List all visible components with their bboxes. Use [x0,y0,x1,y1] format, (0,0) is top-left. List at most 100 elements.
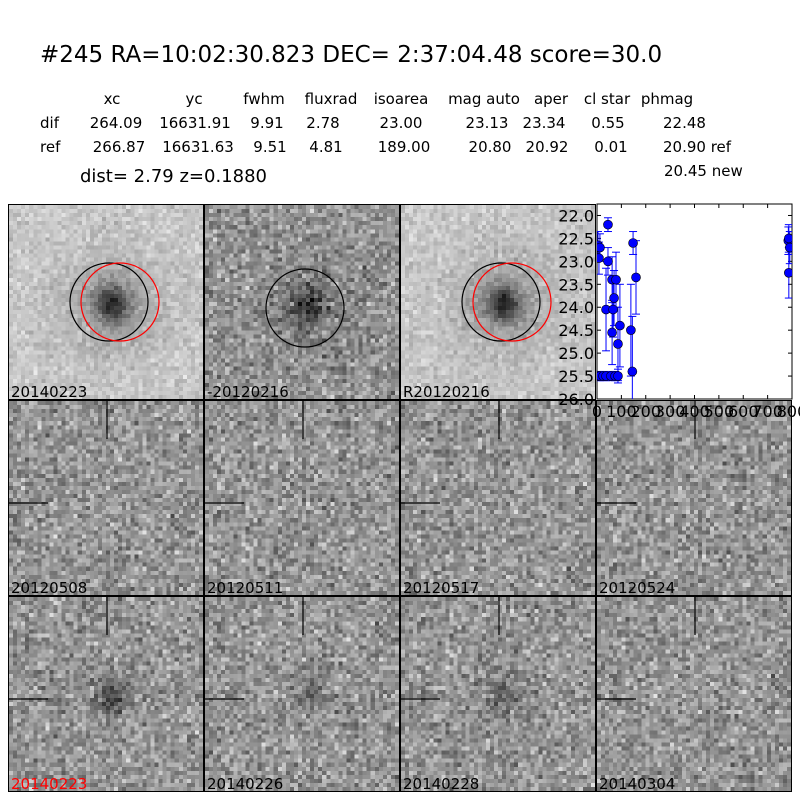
data-point [608,304,618,315]
table-cell: 4.81 [309,138,343,156]
table-cell: 22.48 [663,114,706,132]
y-tick-label: 22.0 [558,206,594,225]
x-tick-label: 700 [752,402,783,421]
image-stamp: 20140304 [596,596,792,792]
stamp-image [205,401,399,595]
column-header: phmag [640,90,694,108]
image-stamp: 20120511 [204,400,400,596]
image-stamp: 20120517 [400,400,596,596]
column-header: fluxrad [304,90,358,108]
black-aperture-circle [461,262,541,342]
column-header: mag auto [448,90,520,108]
table-cell: 0.01 [594,138,628,156]
table-cell: 23.34 [522,114,566,132]
y-tick-label: 23.0 [558,252,594,271]
y-tick-label: 24.5 [558,321,594,340]
x-tick-label: 600 [728,402,759,421]
black-aperture-circle [69,262,149,342]
stamp-image [9,401,203,595]
stamp-image [401,401,595,595]
column-header: isoarea [373,90,429,108]
image-stamp: -20120216 [204,204,400,400]
column-header: yc [185,90,203,108]
image-stamp: 20140228 [400,596,596,792]
stamp-date-label: -20120216 [207,383,289,400]
table-cell: 23.00 [379,114,423,132]
y-tick-label: 25.5 [558,367,594,386]
data-point [784,233,792,244]
y-tick-label: 23.5 [558,275,594,294]
table-cell: 189.00 [377,138,431,156]
x-tick-label: 800 [777,402,800,421]
stamp-image [205,597,399,791]
row-label: ref [40,138,61,156]
column-header: aper [533,90,569,108]
stamp-image [597,401,791,595]
table-cell: 264.09 [89,114,143,132]
phmag-new: 20.45 new [664,162,743,180]
stamp-image [597,597,791,791]
x-tick-label: 400 [679,402,710,421]
data-point [609,293,619,303]
data-point [597,242,605,253]
image-stamp: 20120524 [596,400,792,596]
table-cell: 0.55 [591,114,625,132]
row-label: dif [40,114,59,132]
data-point [785,242,792,253]
column-header: fwhm [243,90,285,108]
data-point [631,272,641,283]
data-point [615,320,625,331]
stamp-date-label: R20120216 [403,383,490,400]
image-stamp: 20140223 [8,204,204,400]
data-point [597,253,604,263]
plot-area [596,203,793,400]
image-stamp: 20120508 [8,400,204,596]
stamp-image [401,205,595,399]
black-aperture-circle [265,268,345,348]
figure-title: #245 RA=10:02:30.823 DEC= 2:37:04.48 sco… [40,42,663,68]
table-cell: 20.80 [468,138,512,156]
stamp-image [9,597,203,791]
table-cell: 16631.63 [162,138,234,156]
data-point [603,256,613,267]
stamp-date-label: 20140228 [403,775,480,792]
stamp-date-label: 20140223 [11,775,88,792]
data-point [628,238,638,248]
red-aperture-circle [80,262,160,342]
table-cell: 20.92 [525,138,569,156]
data-point [613,371,623,381]
table-cell: 9.91 [250,114,284,132]
data-point [627,366,638,377]
y-tick-label: 22.5 [558,229,594,248]
stamp-date-label: 20140226 [207,775,284,792]
stamp-date-label: 20120508 [11,579,88,596]
image-stamp: R20120216 [400,204,596,400]
table-cell: 16631.91 [159,114,231,132]
table-cell: 266.87 [92,138,146,156]
red-aperture-circle [472,262,552,342]
stamp-date-label: 20140304 [599,775,676,792]
data-point [784,268,792,278]
x-tick-label: 500 [704,402,735,421]
column-header: xc [103,90,121,108]
x-tick-label: 100 [606,402,637,421]
stamp-image [9,205,203,399]
stamp-date-label: 20120517 [403,579,480,596]
y-tick-label: 25.0 [558,344,594,363]
light-curve-chart: 22.0 22.5 23.0 23.5 24.0 24.5 25.0 25.5 26.00 100… [558,203,800,421]
data-point [603,219,613,230]
data-point [611,274,621,285]
stamp-date-label: 20120524 [599,579,676,596]
y-tick-label: 26.0 [558,390,594,409]
data-point [607,327,617,338]
table-cell: 2.78 [306,114,340,132]
table-cell: 23.13 [465,114,509,132]
distance-redshift: dist= 2.79 z=0.1880 [80,166,267,187]
image-stamp: 20140223 [8,596,204,792]
stamp-date-label: 20140223 [11,383,88,400]
table-cell: 20.90 ref [663,138,732,156]
column-header: cl star [583,90,631,108]
y-tick-label: 24.0 [558,298,594,317]
x-tick-label: 300 [655,402,686,421]
